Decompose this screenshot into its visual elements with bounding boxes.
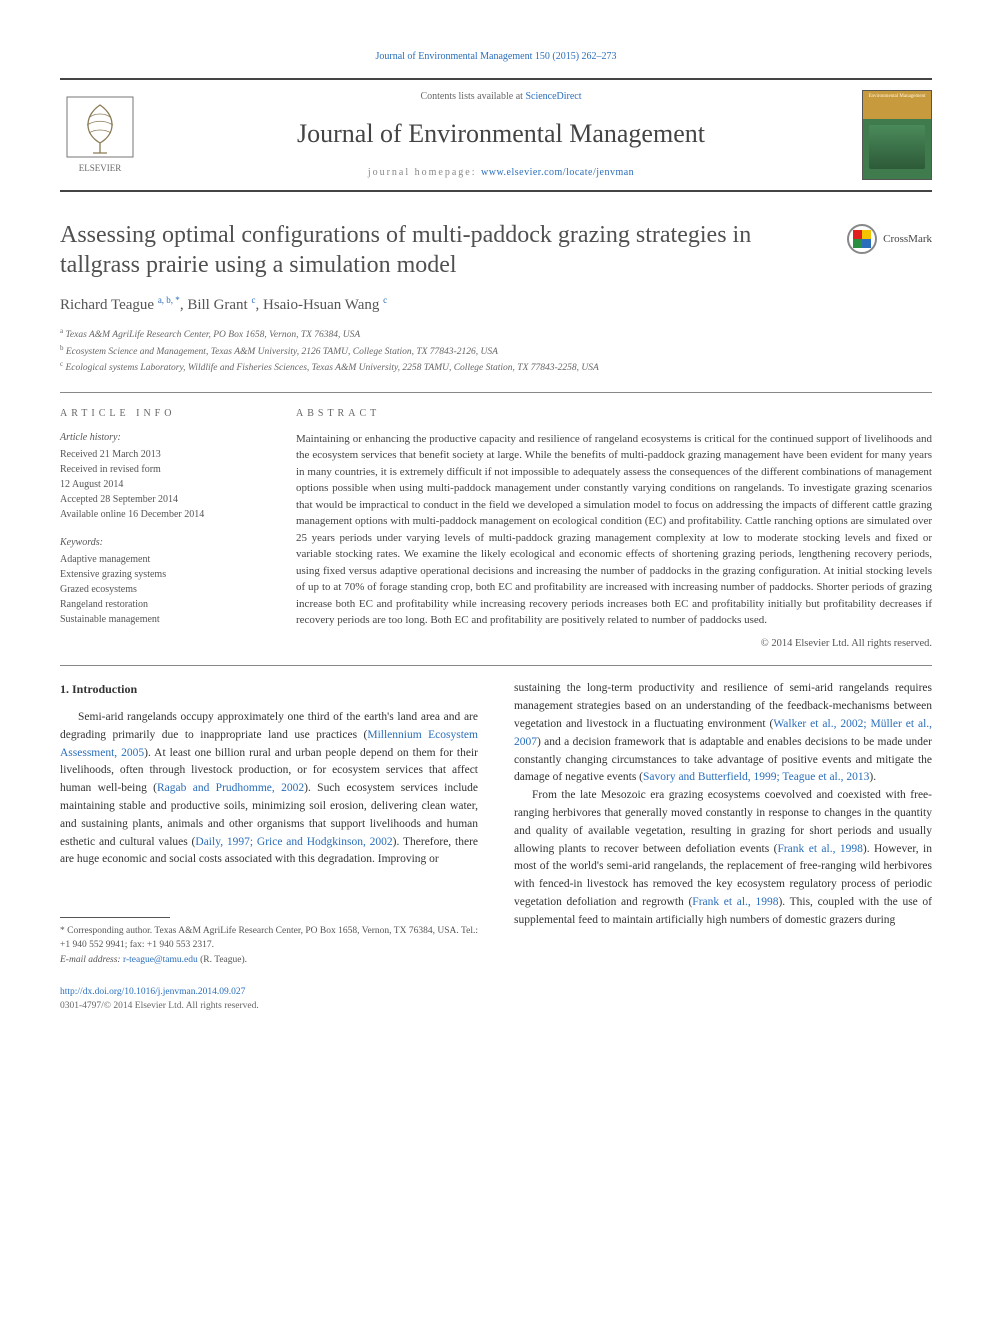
history-line: Available online 16 December 2014 — [60, 507, 260, 522]
journal-title: Journal of Environmental Management — [140, 116, 862, 152]
contents-line: Contents lists available at ScienceDirec… — [140, 90, 862, 104]
corresponding-footnote: * Corresponding author. Texas A&M AgriLi… — [60, 924, 478, 967]
history-head: Article history: — [60, 431, 260, 445]
homepage-link[interactable]: www.elsevier.com/locate/jenvman — [481, 167, 634, 178]
footnote-rule — [60, 917, 170, 918]
journal-cover-thumb: Environmental Management — [862, 90, 932, 180]
citation-link[interactable]: Savory and Butterfield, 1999; Teague et … — [643, 771, 869, 783]
keywords-head: Keywords: — [60, 536, 260, 550]
section-heading-intro: 1. Introduction — [60, 680, 478, 699]
citation-link[interactable]: Frank et al., 1998 — [777, 843, 862, 855]
rule — [60, 392, 932, 393]
affiliation-b: Ecosystem Science and Management, Texas … — [66, 347, 498, 357]
affiliation-c: Ecological systems Laboratory, Wildlife … — [65, 363, 598, 373]
crossmark-icon — [847, 224, 877, 254]
history-line: 12 August 2014 — [60, 477, 260, 492]
body-column-right: sustaining the long-term productivity an… — [514, 680, 932, 967]
abstract-text: Maintaining or enhancing the productive … — [296, 431, 932, 629]
rule — [60, 665, 932, 666]
sciencedirect-link[interactable]: ScienceDirect — [525, 91, 581, 102]
author-list: Richard Teague a, b, *, Bill Grant c, Hs… — [60, 294, 932, 316]
keyword: Adaptive management — [60, 552, 260, 567]
citation-link[interactable]: Daily, 1997; Grice and Hodgkinson, 2002 — [195, 836, 392, 848]
issn-copyright: 0301-4797/© 2014 Elsevier Ltd. All right… — [60, 999, 932, 1013]
journal-homepage: journal homepage: www.elsevier.com/locat… — [140, 166, 862, 180]
masthead: ELSEVIER Contents lists available at Sci… — [60, 78, 932, 192]
crossmark-label: CrossMark — [883, 232, 932, 247]
keyword: Rangeland restoration — [60, 597, 260, 612]
crossmark-badge[interactable]: CrossMark — [847, 224, 932, 254]
citation-link[interactable]: Frank et al., 1998 — [692, 896, 778, 908]
keyword: Grazed ecosystems — [60, 582, 260, 597]
article-info-heading: article info — [60, 407, 260, 421]
svg-text:ELSEVIER: ELSEVIER — [79, 163, 122, 173]
article-title: Assessing optimal configurations of mult… — [60, 220, 932, 280]
intro-text: ). — [869, 771, 876, 783]
email-label: E-mail address: — [60, 955, 123, 965]
homepage-prefix: journal homepage: — [368, 167, 481, 178]
header-citation[interactable]: Journal of Environmental Management 150 … — [60, 50, 932, 64]
email-link[interactable]: r-teague@tamu.edu — [123, 955, 198, 965]
keyword: Extensive grazing systems — [60, 567, 260, 582]
body-column-left: 1. Introduction Semi-arid rangelands occ… — [60, 680, 478, 967]
abstract-copyright: © 2014 Elsevier Ltd. All rights reserved… — [296, 637, 932, 652]
citation-link[interactable]: Ragab and Prudhomme, 2002 — [157, 782, 304, 794]
page-footer: http://dx.doi.org/10.1016/j.jenvman.2014… — [60, 985, 932, 1014]
elsevier-tree-logo: ELSEVIER — [60, 90, 140, 180]
article-info: article info Article history: Received 2… — [60, 407, 260, 652]
history-line: Received 21 March 2013 — [60, 447, 260, 462]
keyword: Sustainable management — [60, 612, 260, 627]
history-line: Accepted 28 September 2014 — [60, 492, 260, 507]
cover-label: Environmental Management — [863, 94, 931, 100]
corr-author: * Corresponding author. Texas A&M AgriLi… — [60, 924, 478, 953]
affiliation-a: Texas A&M AgriLife Research Center, PO B… — [65, 331, 360, 341]
history-line: Received in revised form — [60, 462, 260, 477]
abstract-heading: abstract — [296, 407, 932, 421]
email-who: (R. Teague). — [198, 955, 247, 965]
doi-link[interactable]: http://dx.doi.org/10.1016/j.jenvman.2014… — [60, 987, 245, 997]
affiliations: a Texas A&M AgriLife Research Center, PO… — [60, 326, 932, 375]
contents-prefix: Contents lists available at — [420, 91, 525, 102]
